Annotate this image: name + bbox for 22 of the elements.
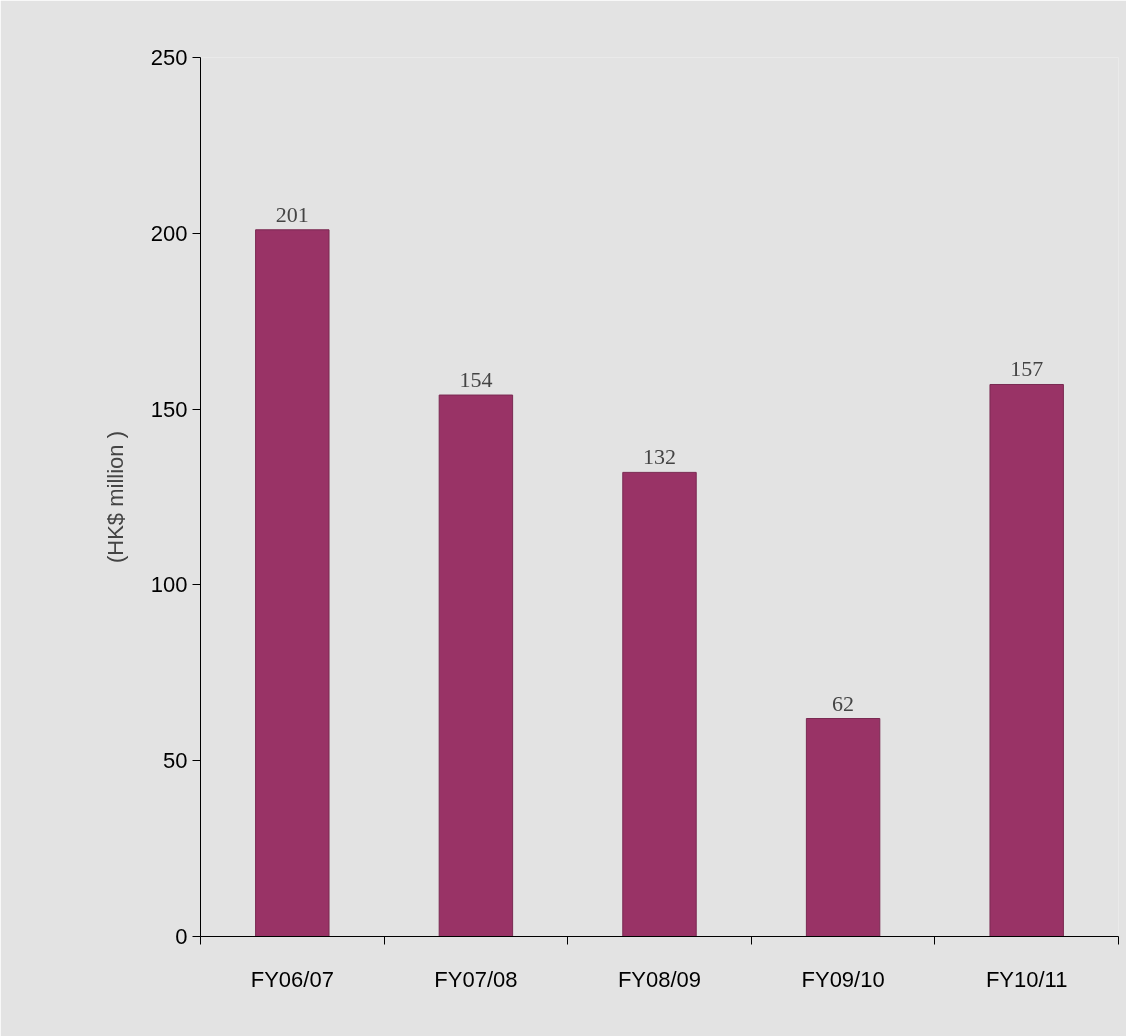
- y-tick-label: 150: [150, 396, 188, 422]
- x-tick-label: FY09/10: [801, 966, 885, 992]
- bar: [622, 471, 697, 937]
- data-label: 62: [832, 690, 855, 716]
- bar: [255, 229, 330, 937]
- x-tick-label: FY07/08: [434, 966, 518, 992]
- bar: [438, 394, 514, 937]
- y-tick-label: 100: [150, 572, 188, 598]
- data-label: 132: [643, 444, 676, 470]
- data-label: 157: [1010, 356, 1044, 382]
- x-tick-label: FY08/09: [617, 966, 702, 992]
- y-tick-label: 0: [175, 924, 188, 949]
- x-tick-label: FY10/11: [985, 966, 1068, 992]
- y-axis-title: (HK$ million ): [102, 430, 128, 564]
- y-tick-label: 200: [150, 220, 188, 246]
- y-tick-label: 50: [163, 748, 188, 774]
- bar: [805, 718, 881, 937]
- bar: [989, 383, 1064, 937]
- data-label: 201: [275, 201, 309, 227]
- x-tick-label: FY06/07: [250, 966, 334, 992]
- data-label: 154: [459, 367, 493, 393]
- y-tick-label: 250: [150, 45, 188, 70]
